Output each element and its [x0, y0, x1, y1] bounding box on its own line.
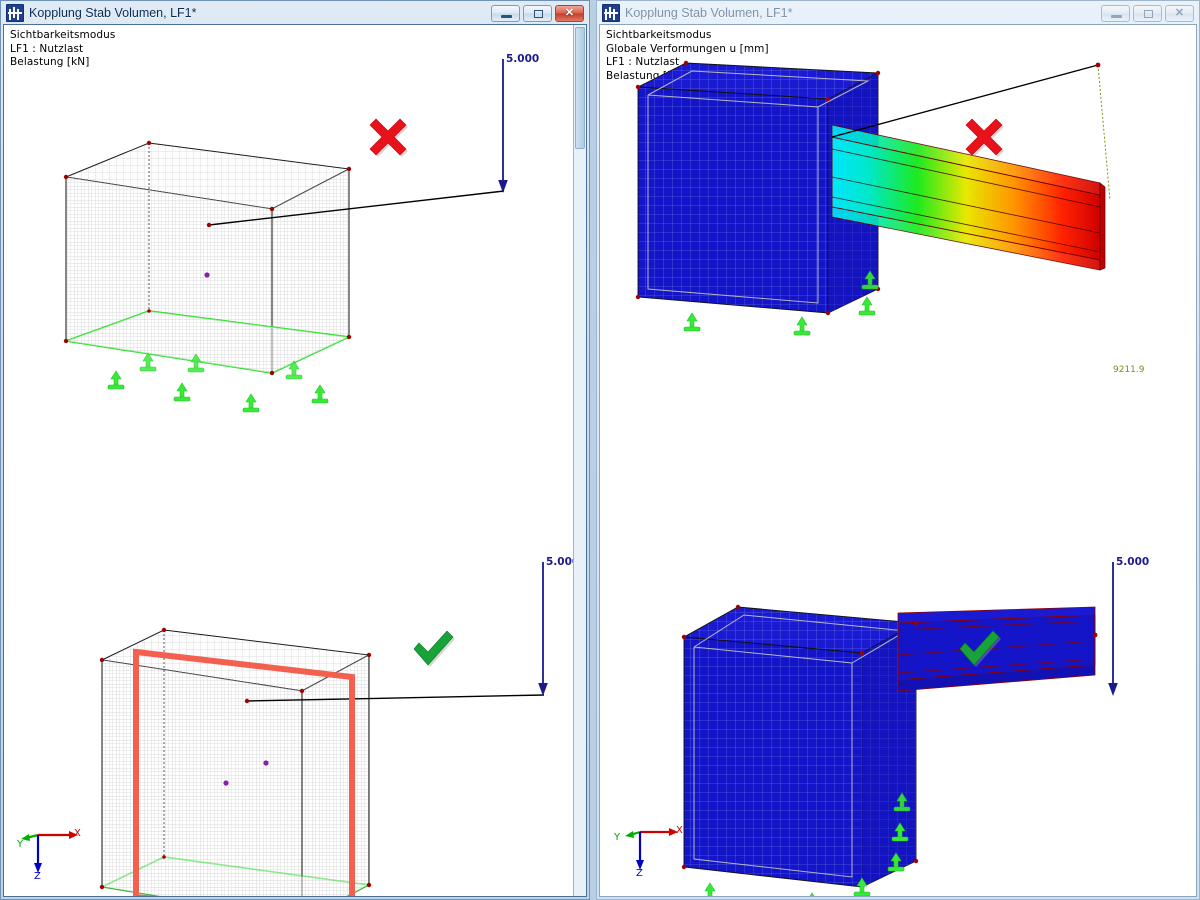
legend-right: Sichtbarkeitsmodus Globale Verformungen … [606, 29, 769, 83]
axis-label-y: Y [17, 839, 24, 850]
load-arrow-icon [1108, 562, 1118, 696]
close-button[interactable]: ✕ [555, 4, 584, 22]
dlubal-bridge-icon [602, 4, 620, 22]
load-value-label: 5.000 [546, 556, 580, 568]
axis-triad-bottom-right: X Y Z [614, 810, 684, 880]
solid-model-top-right [635, 60, 1111, 336]
solid-model-bottom-right [681, 604, 1098, 896]
maximize-icon [534, 9, 543, 18]
maximize-icon [1144, 9, 1153, 18]
close-button[interactable]: ✕ [1165, 4, 1194, 22]
axis-label-x: X [74, 828, 81, 839]
window-frame: Kopplung Stab Volumen, LF1* ✕ Sichtbarke… [0, 0, 590, 900]
green-check-icon [955, 625, 1003, 673]
window-frame: Kopplung Stab Volumen, LF1* ✕ Sichtbarke… [596, 0, 1200, 900]
minimize-icon [501, 14, 512, 18]
legend-line: LF1 : Nutzlast [10, 42, 84, 55]
deformation-value-label: 9211.9 [1113, 365, 1145, 375]
window-controls: ✕ [1101, 4, 1196, 22]
load-arrow-icon [538, 562, 548, 696]
red-cross-icon [962, 113, 1010, 161]
axis-label-z: Z [636, 868, 643, 879]
model-canvas-right[interactable]: Sichtbarkeitsmodus Globale Verformungen … [600, 25, 1196, 896]
legend-line: Sichtbarkeitsmodus [10, 29, 116, 41]
red-cross-icon [366, 113, 414, 161]
vertical-scrollbar-left[interactable] [573, 25, 586, 896]
interior-node [204, 272, 210, 278]
viewport-right[interactable]: Sichtbarkeitsmodus Globale Verformungen … [599, 24, 1197, 897]
window-title: Kopplung Stab Volumen, LF1* [29, 6, 197, 20]
load-arrow-icon [498, 59, 508, 193]
legend-line: Globale Verformungen u [mm] [606, 42, 769, 55]
maximize-button[interactable] [523, 4, 552, 22]
node-markers [63, 140, 352, 376]
axis-label-x: X [676, 825, 683, 836]
window-controls: ✕ [491, 4, 586, 22]
mdi-window-left[interactable]: Kopplung Stab Volumen, LF1* ✕ Sichtbarke… [0, 0, 590, 900]
axis-triad-bottom-left: X Y Z [16, 813, 86, 883]
green-check-icon [409, 625, 457, 673]
legend-line: Belastung [kN] [10, 56, 90, 68]
minimize-button[interactable] [1101, 4, 1130, 22]
wireframe-model-bottom-left [99, 627, 545, 896]
axis-label-y: Y [614, 832, 621, 843]
viewport-left[interactable]: Sichtbarkeitsmodus LF1 : Nutzlast Belast… [3, 24, 587, 897]
title-bar[interactable]: Kopplung Stab Volumen, LF1* ✕ [2, 2, 588, 24]
close-icon: ✕ [1174, 6, 1185, 19]
window-title: Kopplung Stab Volumen, LF1* [625, 6, 793, 20]
axis-triad-icon [625, 828, 678, 870]
axis-triad-icon [21, 831, 78, 873]
model-canvas-left[interactable]: Sichtbarkeitsmodus LF1 : Nutzlast Belast… [4, 25, 586, 896]
dlubal-bridge-icon [6, 4, 24, 22]
load-arrow-icon [1194, 80, 1196, 240]
selection-highlight-box [133, 648, 355, 896]
scrollbar-thumb[interactable] [575, 27, 585, 149]
wireframe-model-top-left [63, 140, 505, 413]
minimize-icon [1111, 14, 1122, 18]
load-value-label: 5.000 [1116, 556, 1150, 568]
title-bar[interactable]: Kopplung Stab Volumen, LF1* ✕ [598, 2, 1198, 24]
mdi-window-right[interactable]: Kopplung Stab Volumen, LF1* ✕ Sichtbarke… [596, 0, 1200, 900]
maximize-button[interactable] [1133, 4, 1162, 22]
legend-left: Sichtbarkeitsmodus LF1 : Nutzlast Belast… [10, 29, 115, 70]
axis-label-z: Z [34, 871, 41, 882]
legend-line: Sichtbarkeitsmodus [606, 29, 712, 41]
legend-line: LF1 : Nutzlast [606, 56, 680, 68]
support-symbols [107, 352, 329, 413]
load-value-label: 5.000 [506, 53, 540, 65]
minimize-button[interactable] [491, 4, 520, 22]
close-icon: ✕ [564, 6, 575, 19]
